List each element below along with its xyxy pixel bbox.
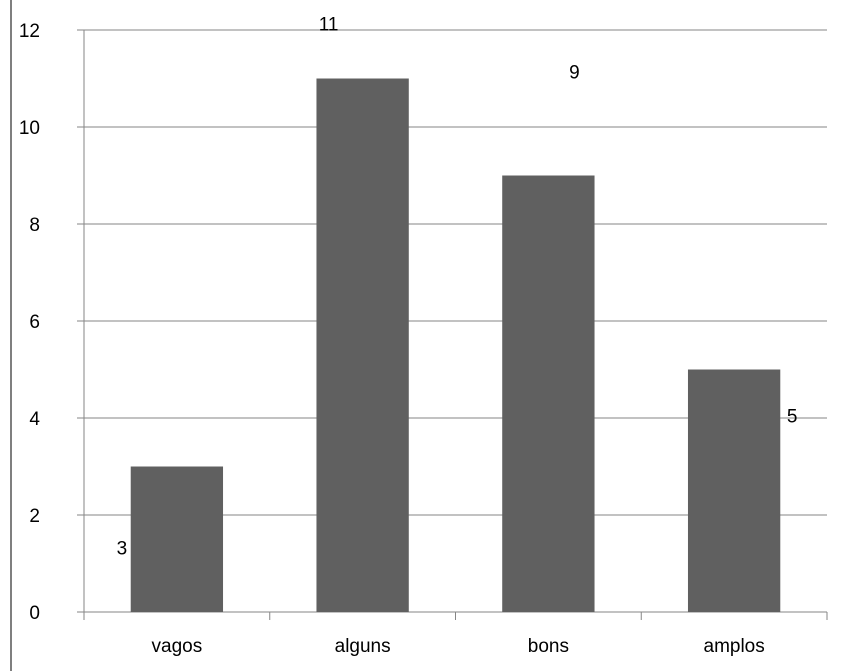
y-tick-label-0: 0 xyxy=(29,603,40,624)
y-tick-label-4: 4 xyxy=(29,409,40,430)
y-axis-ticks: 0 2 4 6 8 10 12 xyxy=(19,21,84,624)
data-label-vagos: 3 xyxy=(117,539,128,560)
bar-alguns xyxy=(316,78,409,612)
x-tick-label-alguns: alguns xyxy=(335,636,391,657)
data-label-bons: 9 xyxy=(569,63,580,84)
y-tick-label-8: 8 xyxy=(29,215,40,236)
bar-amplos xyxy=(687,369,781,612)
data-label-alguns: 11 xyxy=(319,15,339,36)
x-axis-labels: vagos alguns bons amplos xyxy=(152,636,765,657)
y-tick-label-10: 10 xyxy=(19,118,40,139)
data-labels: 3 11 9 5 xyxy=(117,15,798,560)
data-label-amplos: 5 xyxy=(787,407,798,428)
x-tick-label-bons: bons xyxy=(528,636,569,657)
x-tick-label-vagos: vagos xyxy=(152,636,203,657)
bar-bons xyxy=(502,175,595,612)
y-tick-label-6: 6 xyxy=(29,312,40,333)
x-tick-label-amplos: amplos xyxy=(704,636,765,657)
bar-vagos xyxy=(130,466,224,612)
bars xyxy=(130,78,781,612)
y-tick-label-2: 2 xyxy=(29,506,40,527)
y-tick-label-12: 12 xyxy=(19,21,40,42)
